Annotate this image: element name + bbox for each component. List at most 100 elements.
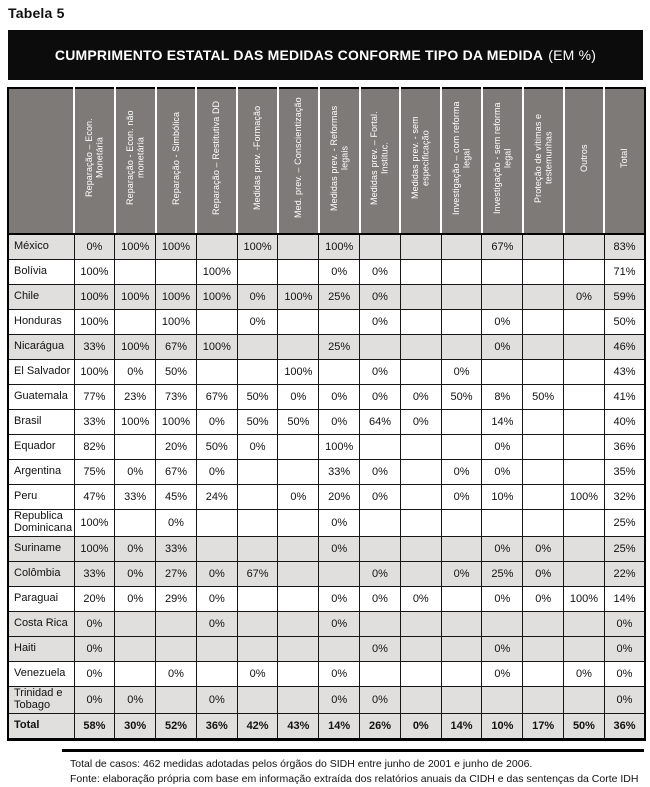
- value-cell: 100%: [155, 233, 197, 260]
- value-cell: 100%: [195, 259, 238, 285]
- value-cell: 22%: [603, 560, 646, 587]
- column-header: Proteção de vítimas e testemunhas: [521, 88, 564, 235]
- value-cell: [399, 635, 442, 662]
- value-cell: [155, 685, 197, 714]
- column-header-label: Medidas prev. - sem especificação: [410, 116, 431, 200]
- value-cell: [522, 409, 565, 435]
- country-cell: Argentina: [7, 459, 75, 485]
- value-cell: 100%: [155, 309, 197, 335]
- value-cell: [236, 484, 279, 510]
- value-cell: 50%: [155, 359, 197, 385]
- value-cell: 43%: [277, 712, 320, 740]
- value-cell: [563, 309, 605, 335]
- value-cell: [277, 259, 320, 285]
- value-cell: 36%: [603, 712, 646, 740]
- value-cell: [563, 610, 605, 637]
- value-cell: 67%: [481, 233, 524, 260]
- column-header: Reparação – Econ. Monetária: [73, 88, 115, 235]
- value-cell: 33%: [318, 459, 361, 485]
- country-cell: Trinidad e Tobago: [7, 685, 75, 714]
- value-cell: 0%: [522, 585, 565, 612]
- value-cell: 10%: [481, 712, 524, 740]
- value-cell: [277, 535, 320, 562]
- value-cell: 0%: [481, 434, 524, 460]
- value-cell: 41%: [603, 384, 646, 410]
- value-cell: [563, 334, 605, 360]
- value-cell: 0%: [481, 660, 524, 687]
- value-cell: [522, 434, 565, 460]
- footnote-source: Fonte: elaboração própria com base em in…: [70, 772, 639, 785]
- value-cell: [236, 610, 279, 637]
- value-cell: [563, 259, 605, 285]
- value-cell: 14%: [318, 712, 361, 740]
- column-header-label: Medidas prev. -Formação: [252, 105, 263, 211]
- value-cell: 20%: [155, 434, 197, 460]
- value-cell: [236, 259, 279, 285]
- value-cell: [114, 635, 157, 662]
- value-cell: [359, 434, 401, 460]
- value-cell: [277, 660, 320, 687]
- value-cell: 0%: [73, 685, 116, 714]
- value-cell: 25%: [603, 509, 646, 537]
- value-cell: 64%: [359, 409, 401, 435]
- value-cell: 25%: [318, 334, 361, 360]
- value-cell: [481, 284, 524, 310]
- column-header-label: Medidas prev. – Fortal. Instituc.: [369, 111, 390, 205]
- value-cell: [318, 560, 361, 587]
- table-row: Republica Dominicana 100% 0% 0% 25%: [7, 509, 646, 537]
- value-cell: [155, 259, 197, 285]
- value-cell: 0%: [73, 233, 116, 260]
- value-cell: 0%: [114, 535, 157, 562]
- country-cell: México: [7, 233, 75, 260]
- value-cell: [481, 610, 524, 637]
- value-cell: 100%: [114, 409, 157, 435]
- value-cell: 100%: [73, 259, 116, 285]
- value-cell: [277, 509, 320, 537]
- value-cell: 50%: [440, 384, 483, 410]
- column-header: Med. prev. – Conscientização: [276, 88, 319, 235]
- value-cell: [195, 635, 238, 662]
- value-cell: 25%: [318, 284, 361, 310]
- value-cell: 36%: [603, 434, 646, 460]
- footnote-total-cases: Total de casos: 462 medidas adotadas pel…: [70, 757, 533, 770]
- table-header: Reparação – Econ. Monetária Reparação - E…: [7, 88, 646, 235]
- country-cell: Guatemala: [7, 384, 75, 410]
- value-cell: [522, 635, 565, 662]
- value-cell: 0%: [603, 685, 646, 714]
- value-cell: 0%: [481, 309, 524, 335]
- value-cell: 0%: [563, 660, 605, 687]
- value-cell: [563, 233, 605, 260]
- value-cell: 100%: [236, 233, 279, 260]
- value-cell: 30%: [114, 712, 157, 740]
- value-cell: 0%: [603, 635, 646, 662]
- value-cell: [195, 509, 238, 537]
- value-cell: 36%: [195, 712, 238, 740]
- value-cell: 33%: [73, 409, 116, 435]
- value-cell: [440, 309, 483, 335]
- value-cell: 100%: [114, 233, 157, 260]
- value-cell: [563, 384, 605, 410]
- value-cell: [522, 334, 565, 360]
- value-cell: 33%: [155, 535, 197, 562]
- value-cell: 0%: [440, 484, 483, 510]
- value-cell: [399, 685, 442, 714]
- value-cell: 0%: [481, 535, 524, 562]
- value-cell: 100%: [563, 484, 605, 510]
- value-cell: 0%: [318, 409, 361, 435]
- value-cell: [399, 484, 442, 510]
- value-cell: 0%: [603, 660, 646, 687]
- value-cell: 0%: [440, 560, 483, 587]
- value-cell: 0%: [73, 610, 116, 637]
- value-cell: 0%: [603, 610, 646, 637]
- table-row: Nicarágua 33% 100% 67% 100% 25% 0% 46%: [7, 334, 646, 360]
- value-cell: [563, 535, 605, 562]
- value-cell: 100%: [114, 284, 157, 310]
- value-cell: [114, 610, 157, 637]
- value-cell: 77%: [73, 384, 116, 410]
- value-cell: [359, 660, 401, 687]
- value-cell: [155, 635, 197, 662]
- column-header-label: Investigação – com reforma legal: [450, 101, 472, 215]
- value-cell: 50%: [236, 409, 279, 435]
- country-cell: Colômbia: [7, 560, 75, 587]
- country-cell: Brasil: [7, 409, 75, 435]
